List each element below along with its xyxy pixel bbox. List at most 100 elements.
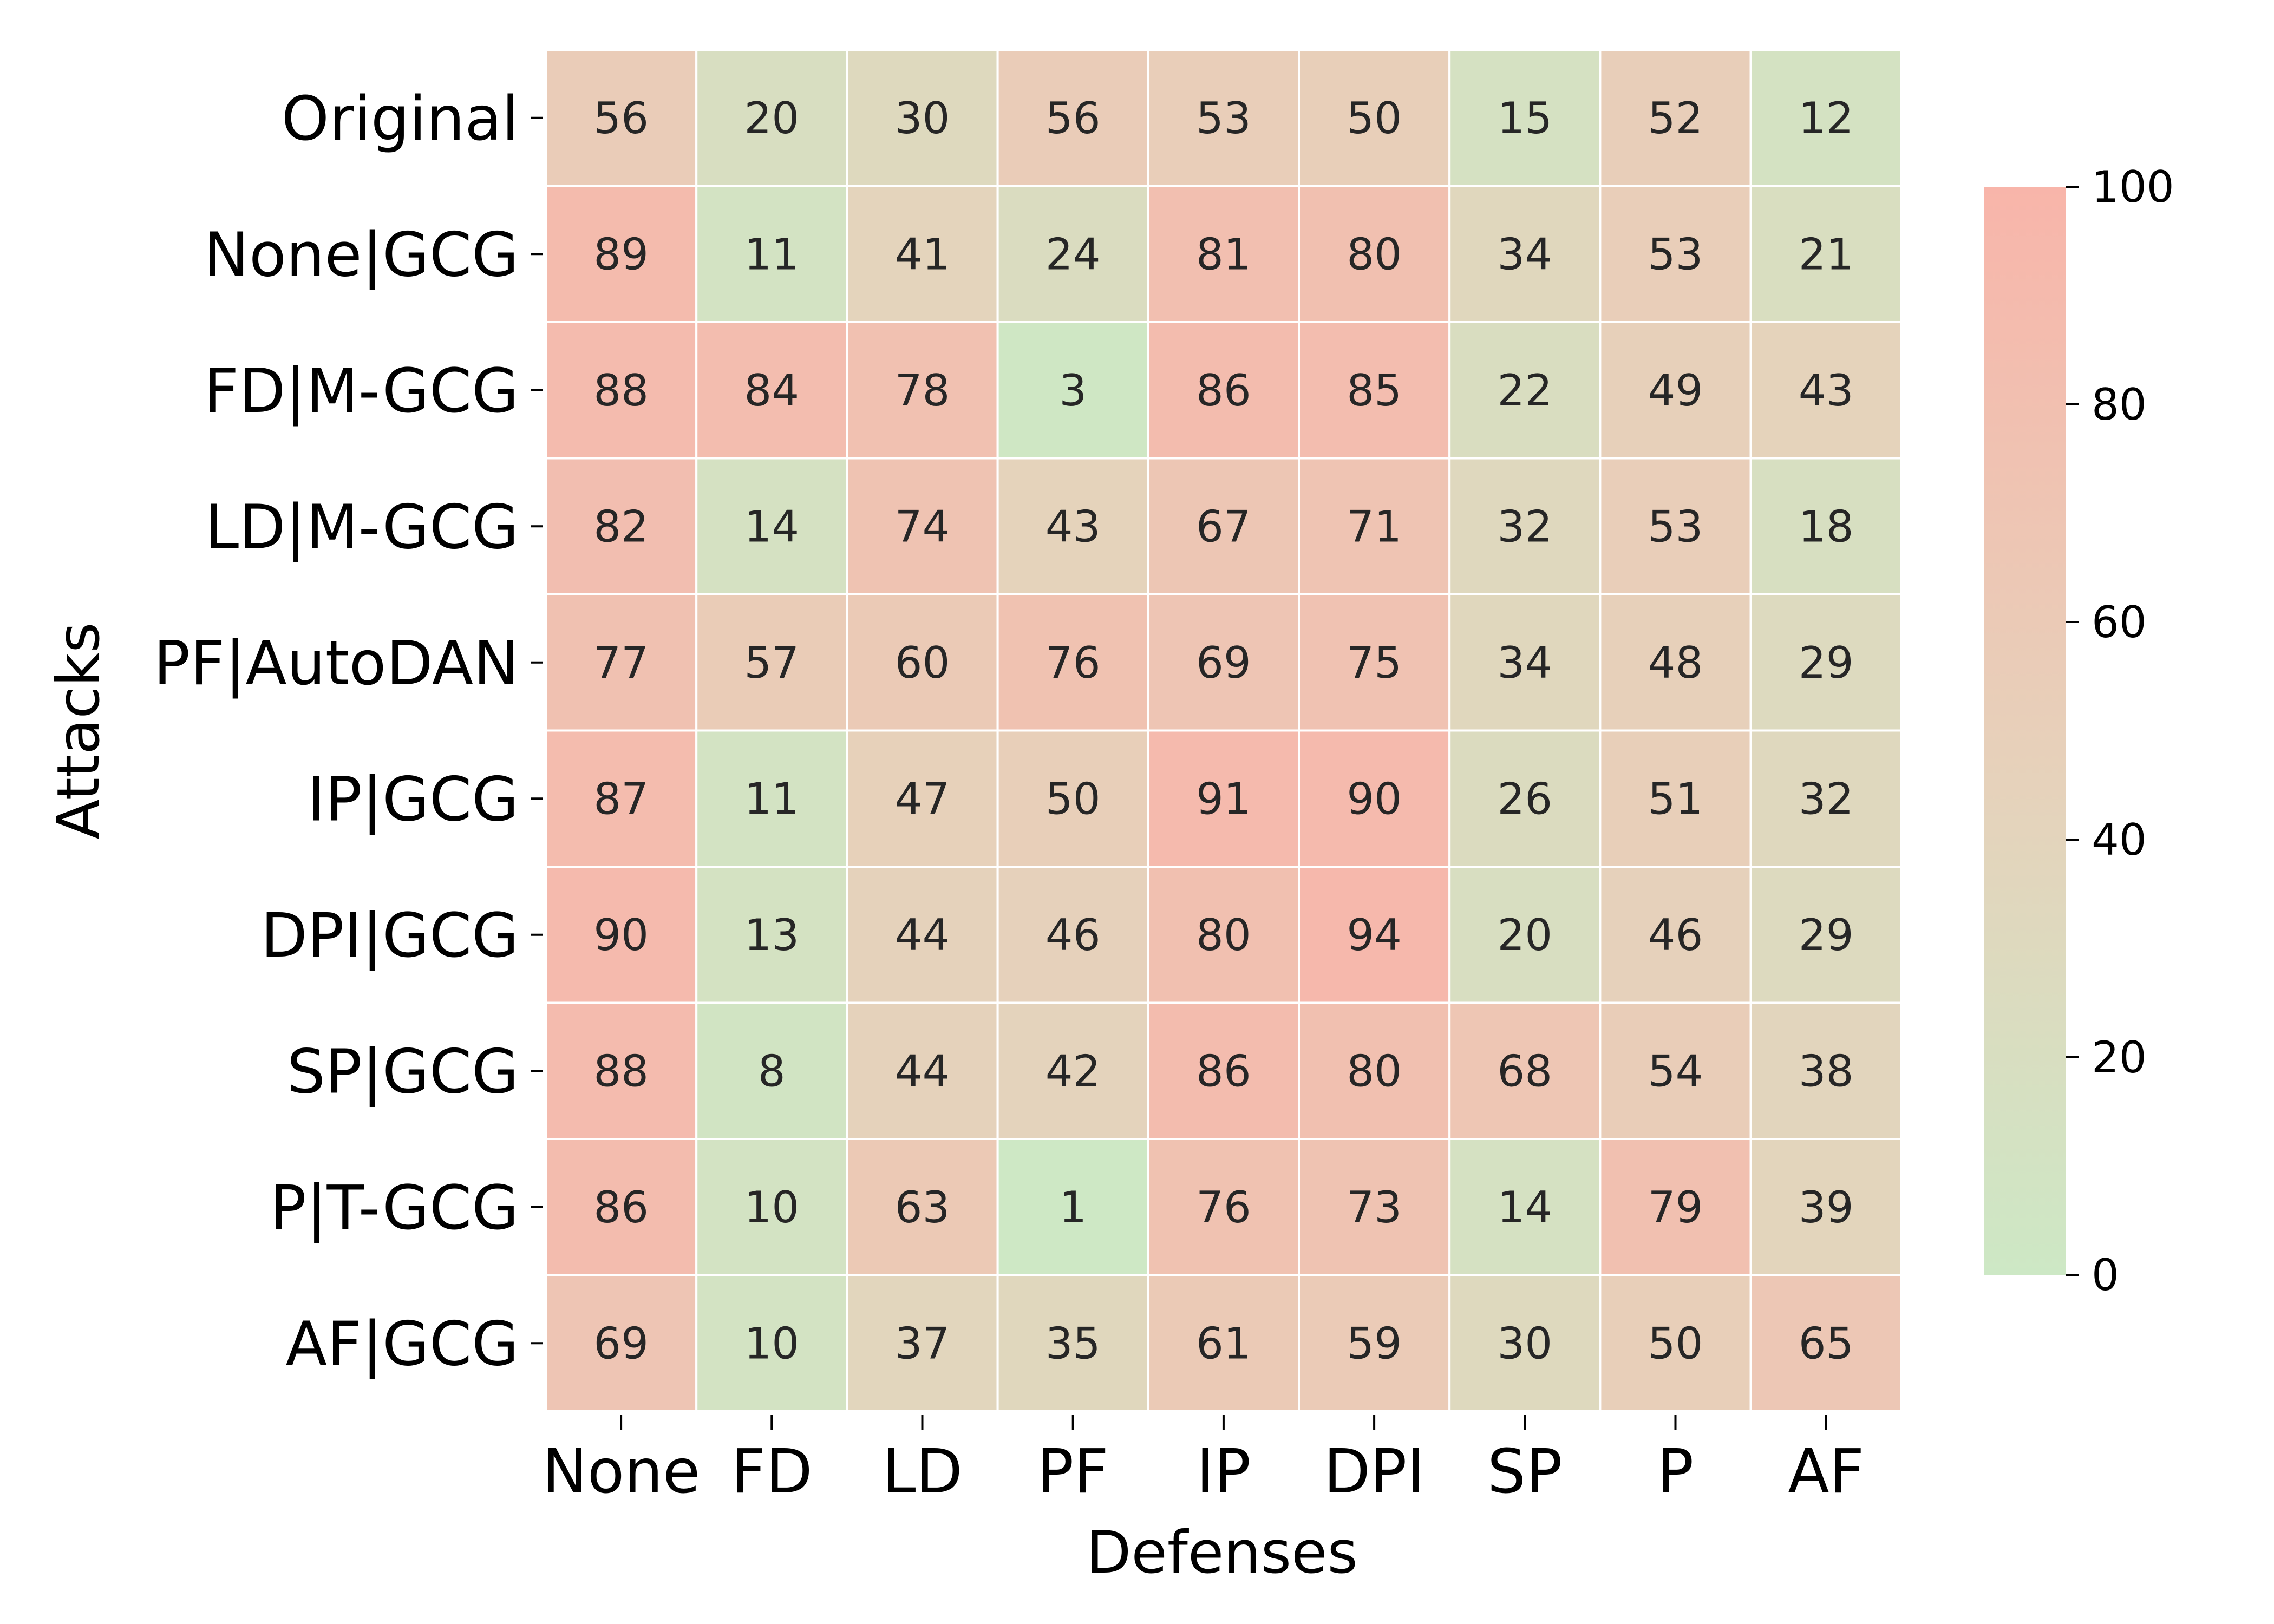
heatmap-cell xyxy=(695,457,848,595)
cell-value-label: 38 xyxy=(1799,1046,1854,1096)
cell-value-label: 53 xyxy=(1648,501,1703,552)
cell-value-label: 86 xyxy=(1196,1046,1251,1096)
cell-value-label: 18 xyxy=(1799,501,1854,552)
cell-value-label: 22 xyxy=(1497,365,1552,416)
cell-value-label: 20 xyxy=(744,93,799,143)
heatmap-cell xyxy=(545,593,698,732)
heatmap-cell xyxy=(1147,866,1301,1004)
heatmap-cell xyxy=(1147,1138,1301,1276)
x-tick-label: SP xyxy=(1487,1437,1563,1507)
cell-value-label: 30 xyxy=(1497,1318,1552,1368)
heatmap-cell xyxy=(545,457,698,595)
heatmap-cell xyxy=(545,321,698,460)
cell-value-label: 56 xyxy=(1045,93,1101,143)
heatmap-cell xyxy=(1599,1274,1752,1412)
colorbar: 0 20 40 60 80 100 xyxy=(1984,162,2174,1300)
colorbar-tick-label: 20 xyxy=(2092,1032,2147,1083)
cell-value-label: 87 xyxy=(593,774,649,824)
cell-value-label: 29 xyxy=(1799,910,1854,960)
heatmap-cell xyxy=(695,1138,848,1276)
cell-value-label: 26 xyxy=(1497,774,1552,824)
colorbar-tick-label: 60 xyxy=(2092,597,2147,647)
colorbar-tick-label: 100 xyxy=(2092,162,2174,212)
cell-value-label: 29 xyxy=(1799,638,1854,688)
cell-value-label: 30 xyxy=(895,93,950,143)
heatmap-cell xyxy=(1448,593,1602,732)
cell-value-label: 32 xyxy=(1799,774,1854,824)
cell-value-label: 90 xyxy=(593,910,649,960)
cell-value-label: 59 xyxy=(1347,1318,1402,1368)
cell-value-label: 86 xyxy=(1196,365,1251,416)
cell-value-label: 50 xyxy=(1347,93,1402,143)
cell-value-label: 8 xyxy=(758,1046,786,1096)
heatmap-cell xyxy=(1749,321,1903,460)
heatmap-cell xyxy=(1298,729,1451,868)
heatmap-cell xyxy=(996,457,1149,595)
cell-value-label: 11 xyxy=(744,229,799,279)
heatmap-cell xyxy=(846,185,999,323)
cell-value-label: 48 xyxy=(1648,638,1703,688)
heatmap-cell xyxy=(1147,321,1301,460)
x-axis: None FD LD PF IP DPI SP P AF xyxy=(542,1415,1864,1507)
cell-value-label: 10 xyxy=(744,1318,799,1368)
heatmap-cell xyxy=(1599,185,1752,323)
cell-value-label: 56 xyxy=(593,93,649,143)
cell-value-label: 75 xyxy=(1347,638,1402,688)
cell-value-label: 52 xyxy=(1648,93,1703,143)
cell-value-label: 21 xyxy=(1799,229,1854,279)
cell-value-label: 61 xyxy=(1196,1318,1251,1368)
heatmap-cell xyxy=(1147,1274,1301,1412)
x-tick-label: AF xyxy=(1788,1437,1864,1507)
heatmap-cell xyxy=(1599,729,1752,868)
colorbar-gradient xyxy=(1984,187,2066,1275)
cell-value-label: 32 xyxy=(1497,501,1552,552)
cell-value-label: 79 xyxy=(1648,1182,1703,1233)
heatmap-cell xyxy=(1298,1001,1451,1140)
cell-value-label: 14 xyxy=(744,501,799,552)
heatmap-cell xyxy=(996,1274,1149,1412)
x-tick-label: LD xyxy=(882,1437,963,1507)
cell-value-label: 14 xyxy=(1497,1182,1552,1233)
cell-value-label: 60 xyxy=(895,638,950,688)
heatmap-cell xyxy=(1298,49,1451,187)
heatmap-cell xyxy=(846,593,999,732)
y-tick-label: DPI|GCG xyxy=(261,901,519,971)
heatmap-cell xyxy=(1749,1001,1903,1140)
heatmap-cell xyxy=(1749,1274,1903,1412)
cell-value-label: 10 xyxy=(744,1182,799,1233)
cell-value-label: 84 xyxy=(744,365,799,416)
heatmap-cell xyxy=(695,321,848,460)
heatmap-cell xyxy=(996,1001,1149,1140)
cell-value-label: 80 xyxy=(1196,910,1251,960)
heatmap-cell xyxy=(996,1138,1149,1276)
cell-value-label: 82 xyxy=(593,501,649,552)
cell-value-label: 37 xyxy=(895,1318,950,1368)
heatmap-cell xyxy=(1448,1274,1602,1412)
cell-value-label: 35 xyxy=(1045,1318,1101,1368)
heatmap-cell xyxy=(1749,593,1903,732)
cell-value-label: 57 xyxy=(744,638,799,688)
cell-value-label: 89 xyxy=(593,229,649,279)
cell-value-label: 71 xyxy=(1347,501,1402,552)
cell-value-label: 43 xyxy=(1045,501,1101,552)
heatmap-cell xyxy=(545,49,698,187)
x-axis-title: Defenses xyxy=(1086,1519,1358,1587)
cell-value-label: 41 xyxy=(895,229,950,279)
heatmap-cell xyxy=(996,49,1149,187)
cell-value-label: 88 xyxy=(593,1046,649,1096)
cell-value-label: 43 xyxy=(1799,365,1854,416)
heatmap-cell xyxy=(1749,729,1903,868)
y-tick-label: SP|GCG xyxy=(287,1037,519,1107)
cell-value-label: 50 xyxy=(1045,774,1101,824)
y-tick-label: None|GCG xyxy=(204,220,519,290)
cell-value-label: 63 xyxy=(895,1182,950,1233)
heatmap-cell xyxy=(1749,185,1903,323)
x-tick-label: DPI xyxy=(1324,1437,1425,1507)
y-tick-label: IP|GCG xyxy=(308,764,519,835)
heatmap-cell xyxy=(1298,593,1451,732)
cell-value-label: 78 xyxy=(895,365,950,416)
heatmap-cell xyxy=(695,1274,848,1412)
cell-value-label: 51 xyxy=(1648,774,1703,824)
